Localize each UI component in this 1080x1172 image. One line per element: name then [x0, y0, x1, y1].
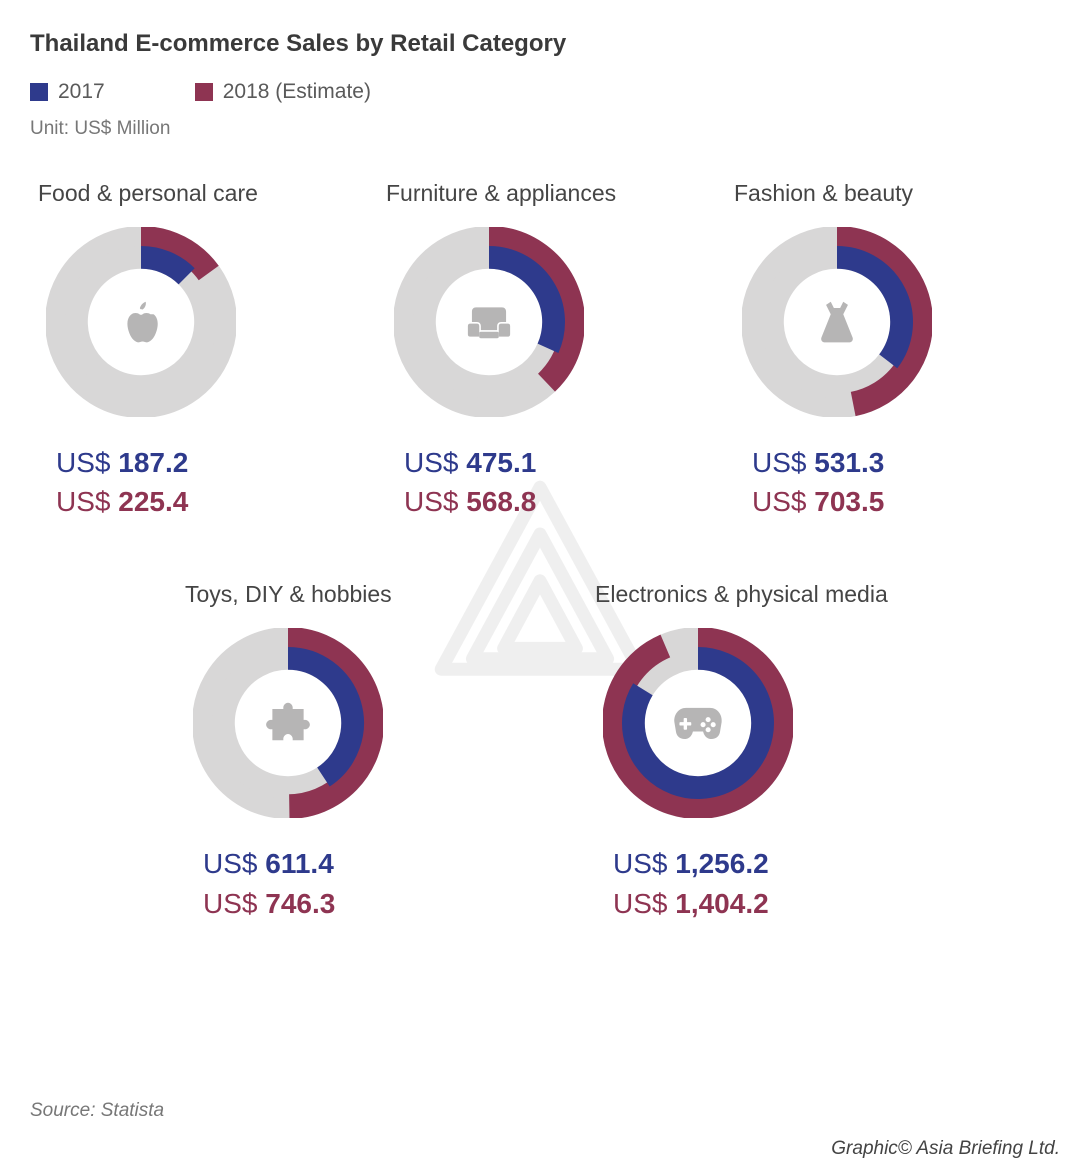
category-card-food: Food & personal care US$ 187.2 US$ 225.4	[38, 180, 338, 521]
value-2018: US$ 568.8	[404, 482, 686, 521]
legend-label-2018: 2018 (Estimate)	[223, 80, 371, 104]
donut-chart-furniture	[394, 227, 584, 417]
value-2017: US$ 475.1	[404, 443, 686, 482]
legend-swatch-2018	[195, 83, 213, 101]
value-2018: US$ 746.3	[203, 884, 485, 923]
category-card-electronics: Electronics & physical media US$ 1,256.2…	[595, 581, 895, 922]
source-label: Source: Statista	[30, 1100, 164, 1122]
legend: 2017 2018 (Estimate)	[30, 80, 1050, 104]
category-title: Electronics & physical media	[595, 581, 895, 608]
value-2017: US$ 1,256.2	[613, 844, 895, 883]
unit-label: Unit: US$ Million	[30, 118, 1050, 140]
armchair-icon	[463, 296, 515, 348]
category-card-furniture: Furniture & appliances US$ 475.1 US$ 568…	[386, 180, 686, 521]
category-title: Food & personal care	[38, 180, 338, 207]
legend-item-2017: 2017	[30, 80, 105, 104]
gamepad-icon	[671, 703, 725, 743]
donut-chart-electronics	[603, 628, 793, 818]
legend-swatch-2017	[30, 83, 48, 101]
credit-label: Graphic© Asia Briefing Ltd.	[831, 1138, 1060, 1160]
legend-label-2017: 2017	[58, 80, 105, 104]
donut-chart-food	[46, 227, 236, 417]
chart-title: Thailand E-commerce Sales by Retail Cate…	[30, 30, 1050, 58]
category-card-toys: Toys, DIY & hobbies US$ 611.4 US$ 746.3	[185, 581, 485, 922]
puzzle-icon	[263, 698, 313, 748]
category-title: Furniture & appliances	[386, 180, 686, 207]
value-2017: US$ 531.3	[752, 443, 1034, 482]
value-2017: US$ 611.4	[203, 844, 485, 883]
value-2017: US$ 187.2	[56, 443, 338, 482]
dress-icon	[812, 297, 862, 347]
donut-chart-toys	[193, 628, 383, 818]
donut-chart-fashion	[742, 227, 932, 417]
category-title: Fashion & beauty	[734, 180, 1034, 207]
value-2018: US$ 1,404.2	[613, 884, 895, 923]
value-2018: US$ 225.4	[56, 482, 338, 521]
value-2018: US$ 703.5	[752, 482, 1034, 521]
category-card-fashion: Fashion & beauty US$ 531.3 US$ 703.5	[734, 180, 1034, 521]
apple-icon	[116, 297, 166, 347]
legend-item-2018: 2018 (Estimate)	[195, 80, 371, 104]
category-title: Toys, DIY & hobbies	[185, 581, 485, 608]
